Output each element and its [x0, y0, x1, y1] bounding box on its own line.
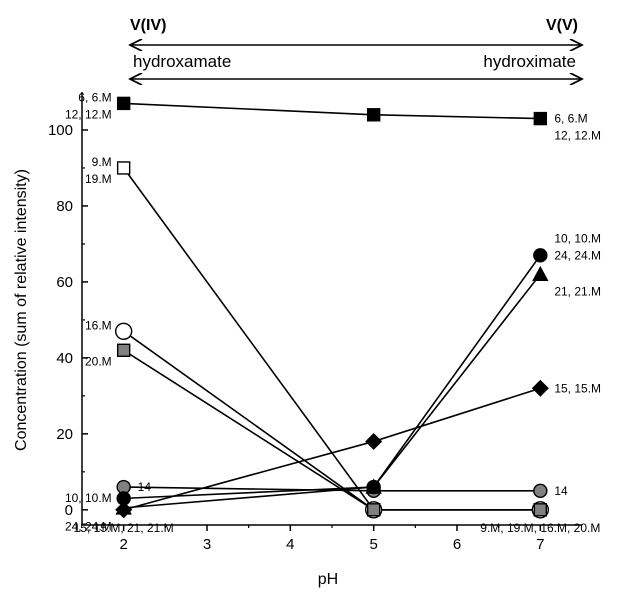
series-7-point: [532, 265, 549, 282]
x-tick-label: 7: [536, 536, 544, 553]
series-1-point: [366, 108, 381, 122]
y-tick-label: 20: [56, 426, 73, 443]
series-line-1: [123, 102, 541, 120]
y-tick-label: 40: [56, 350, 73, 367]
annotation-label: 15, 15.M, 21, 21.M: [74, 521, 174, 535]
y-tick-label: 0: [65, 502, 73, 519]
axes: 0 20 40 60 80 100 2 3 4 5 6 7 pH Concentration (su…: [13, 92, 582, 588]
header: V(IV) V(V) hydroxamate hydroximate: [130, 17, 582, 79]
annotation-label: 14: [554, 484, 568, 498]
series-markers: [114, 96, 550, 519]
series-lines: [123, 102, 541, 511]
annotation-label: 6, 6.M: [78, 90, 111, 104]
annotation-label: 14: [138, 480, 152, 494]
y-axis-label: Concentration (sum of relative intensity…: [13, 169, 30, 451]
annotation-label: 9.M: [92, 155, 112, 169]
series-line-2: [123, 167, 541, 511]
series-4-point: [366, 503, 381, 517]
series-1-point: [533, 111, 548, 126]
annotation-label: 20.M: [85, 354, 112, 368]
x-axis-label: pH: [318, 571, 338, 588]
x-ticks: 2 3 4 5 6 7: [119, 525, 545, 553]
y-tick-label: 100: [48, 122, 73, 139]
annotation-label: 24, 24.M: [65, 519, 112, 533]
series-7-point: [365, 478, 382, 494]
x-tick-label: 6: [453, 536, 461, 553]
annotations: 6, 6.M 12, 12.M 9.M 19.M 16.M 20.M 14 10, 10.M 2…: [65, 90, 601, 534]
x-tick-label: 3: [203, 536, 211, 553]
series-8-point: [531, 379, 549, 397]
y-tick-label: 60: [56, 274, 73, 291]
left-form-label: hydroxamate: [133, 52, 231, 71]
annotation-label: 16.M: [85, 318, 112, 332]
y-ticks: 0 20 40 60 80 100: [48, 122, 88, 519]
series-4-point: [533, 503, 548, 517]
right-state-label: V(V): [546, 17, 578, 34]
series-5-point: [533, 483, 548, 499]
left-state-label: V(IV): [130, 17, 166, 34]
annotation-label: 10, 10.M: [65, 491, 112, 505]
x-tick-label: 2: [119, 536, 127, 553]
series-1-point: [116, 96, 131, 111]
series-2-point: [116, 161, 131, 175]
series-3-point: [114, 322, 133, 340]
series-8-point: [115, 501, 133, 519]
annotation-label: 15, 15.M: [554, 381, 601, 395]
annotation-label: 9.M, 19.M, 16.M, 20.M: [480, 521, 600, 535]
series-8-point: [365, 432, 383, 450]
x-tick-label: 4: [286, 536, 294, 553]
right-form-label: hydroximate: [483, 52, 576, 71]
series-6-point: [533, 248, 548, 263]
annotation-label: 12, 12.M: [65, 107, 112, 121]
annotation-label: 19.M: [85, 172, 112, 186]
x-tick-label: 5: [369, 536, 377, 553]
y-tick-label: 80: [56, 198, 73, 215]
annotation-label: 10, 10.M: [554, 231, 601, 245]
series-line-4: [123, 349, 541, 511]
annotation-label: 21, 21.M: [554, 284, 601, 298]
series-4-point: [116, 343, 131, 357]
annotation-label: 24, 24.M: [554, 248, 601, 262]
series-line-7: [123, 273, 541, 509]
annotation-label: 6, 6.M: [554, 112, 587, 126]
annotation-label: 12, 12.M: [554, 129, 601, 143]
